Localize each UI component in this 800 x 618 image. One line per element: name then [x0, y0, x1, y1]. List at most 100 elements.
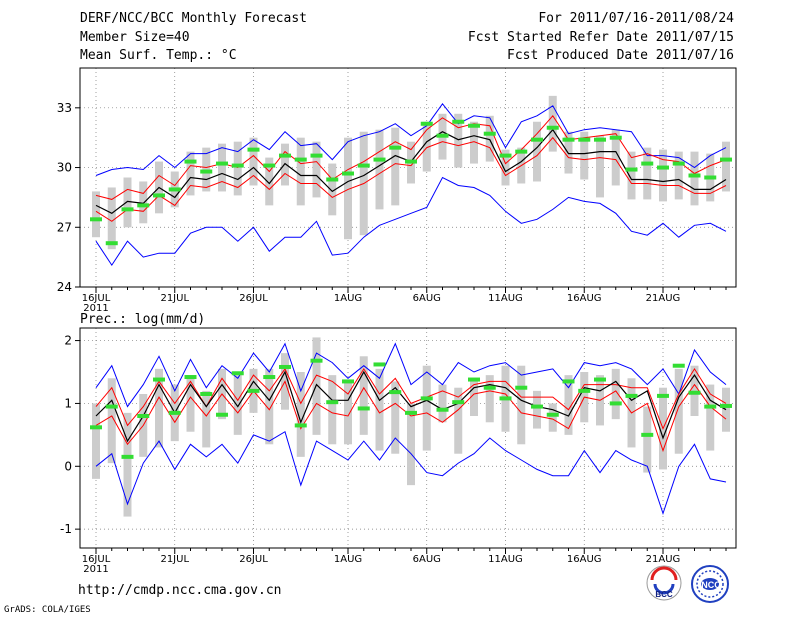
spread-box	[391, 381, 400, 454]
obs-marker	[531, 404, 543, 409]
spread-box	[375, 368, 384, 451]
obs-marker	[594, 137, 606, 142]
spread-box	[312, 141, 321, 198]
series-line-max	[95, 102, 727, 176]
spread-box	[470, 378, 478, 416]
spread-box	[107, 378, 116, 464]
spread-box	[564, 375, 573, 435]
obs-marker	[373, 157, 386, 162]
obs-marker	[688, 390, 701, 395]
spread-box	[501, 149, 510, 186]
obs-marker	[294, 423, 307, 428]
obs-marker	[247, 147, 260, 152]
spread-box	[359, 356, 368, 435]
spread-box	[123, 412, 132, 517]
spread-box	[296, 372, 305, 457]
spread-box	[548, 403, 557, 432]
x-tick-label: 16AUG	[567, 554, 602, 565]
spread-box	[328, 163, 337, 216]
obs-marker	[121, 454, 134, 459]
plot-frame	[79, 67, 737, 288]
obs-marker	[436, 133, 449, 138]
x-tick-label: 21AUG	[646, 293, 681, 304]
obs-marker	[562, 137, 575, 142]
series-line-min	[95, 430, 727, 515]
spread-box	[296, 137, 305, 206]
x-tick-label: 16AUG	[567, 293, 602, 304]
obs-marker	[216, 412, 228, 417]
spread-box	[328, 375, 337, 445]
spread-box	[123, 177, 132, 228]
x-tick-label: 21JUL	[160, 554, 189, 565]
x-tick-label: 1AUG	[334, 293, 362, 304]
obs-marker	[483, 385, 496, 390]
series-line-max	[95, 342, 727, 408]
obs-marker	[231, 371, 244, 376]
x-tick-label: 16JUL	[82, 554, 111, 565]
series-line-p25	[95, 136, 727, 222]
obs-marker	[641, 161, 654, 166]
spread-box	[265, 157, 274, 206]
spread-box	[233, 375, 242, 435]
spread-box	[344, 137, 352, 240]
obs-marker	[247, 388, 260, 393]
spread-box	[533, 121, 541, 182]
obs-marker	[373, 362, 386, 367]
obs-marker	[90, 425, 102, 430]
spread-box	[690, 151, 699, 206]
obs-marker	[168, 410, 181, 415]
y-tick-label: 33	[57, 101, 72, 115]
spread-box	[344, 381, 352, 445]
spread-box	[706, 384, 715, 451]
obs-marker	[153, 193, 165, 198]
spread-box	[422, 365, 431, 451]
obs-marker	[184, 375, 197, 380]
spread-box	[249, 137, 258, 186]
series-line-p25	[95, 380, 727, 453]
obs-marker	[609, 401, 622, 406]
obs-marker	[531, 137, 543, 142]
obs-marker	[405, 410, 417, 415]
x-tick-label: 11AUG	[488, 293, 523, 304]
obs-marker	[310, 153, 323, 158]
spread-box	[485, 115, 494, 162]
spread-box	[218, 143, 226, 192]
spread-box	[674, 368, 683, 454]
spread-box	[470, 121, 478, 164]
member-size: Member Size=40	[80, 30, 190, 45]
spread-box	[611, 368, 620, 420]
series-line-p75	[95, 367, 727, 430]
spread-box	[155, 368, 163, 448]
spread-box	[611, 129, 620, 186]
obs-marker	[200, 392, 213, 396]
spread-box	[233, 141, 242, 196]
obs-marker	[641, 432, 654, 437]
spread-box	[375, 129, 384, 210]
grads-credit: GrADS: COLA/IGES	[4, 605, 91, 615]
forecast-started-date: Fcst Started Refer Date 2011/07/15	[467, 30, 734, 45]
obs-marker	[515, 385, 528, 390]
spread-box	[454, 387, 463, 454]
obs-marker	[546, 125, 559, 130]
spread-box	[580, 131, 589, 180]
source-url[interactable]: http://cmdp.ncc.cma.gov.cn	[78, 583, 282, 598]
obs-marker	[468, 377, 480, 382]
x-tick-label: 6AUG	[413, 554, 441, 565]
series-line-mean	[95, 370, 727, 443]
spread-box	[548, 95, 557, 152]
variable-label-temp: Mean Surf. Temp.: °C	[80, 48, 237, 63]
spread-box	[139, 181, 148, 224]
obs-marker	[357, 406, 370, 411]
obs-marker	[326, 177, 339, 182]
y-tick-label: 27	[57, 220, 72, 234]
spread-box	[107, 187, 116, 250]
obs-marker	[153, 377, 165, 382]
x-tick-label: 6AUG	[413, 293, 441, 304]
spread-box	[265, 368, 274, 445]
obs-marker	[468, 123, 480, 128]
spread-box	[186, 375, 195, 432]
obs-marker	[657, 165, 669, 170]
obs-marker	[704, 404, 717, 409]
spread-box	[454, 113, 463, 168]
